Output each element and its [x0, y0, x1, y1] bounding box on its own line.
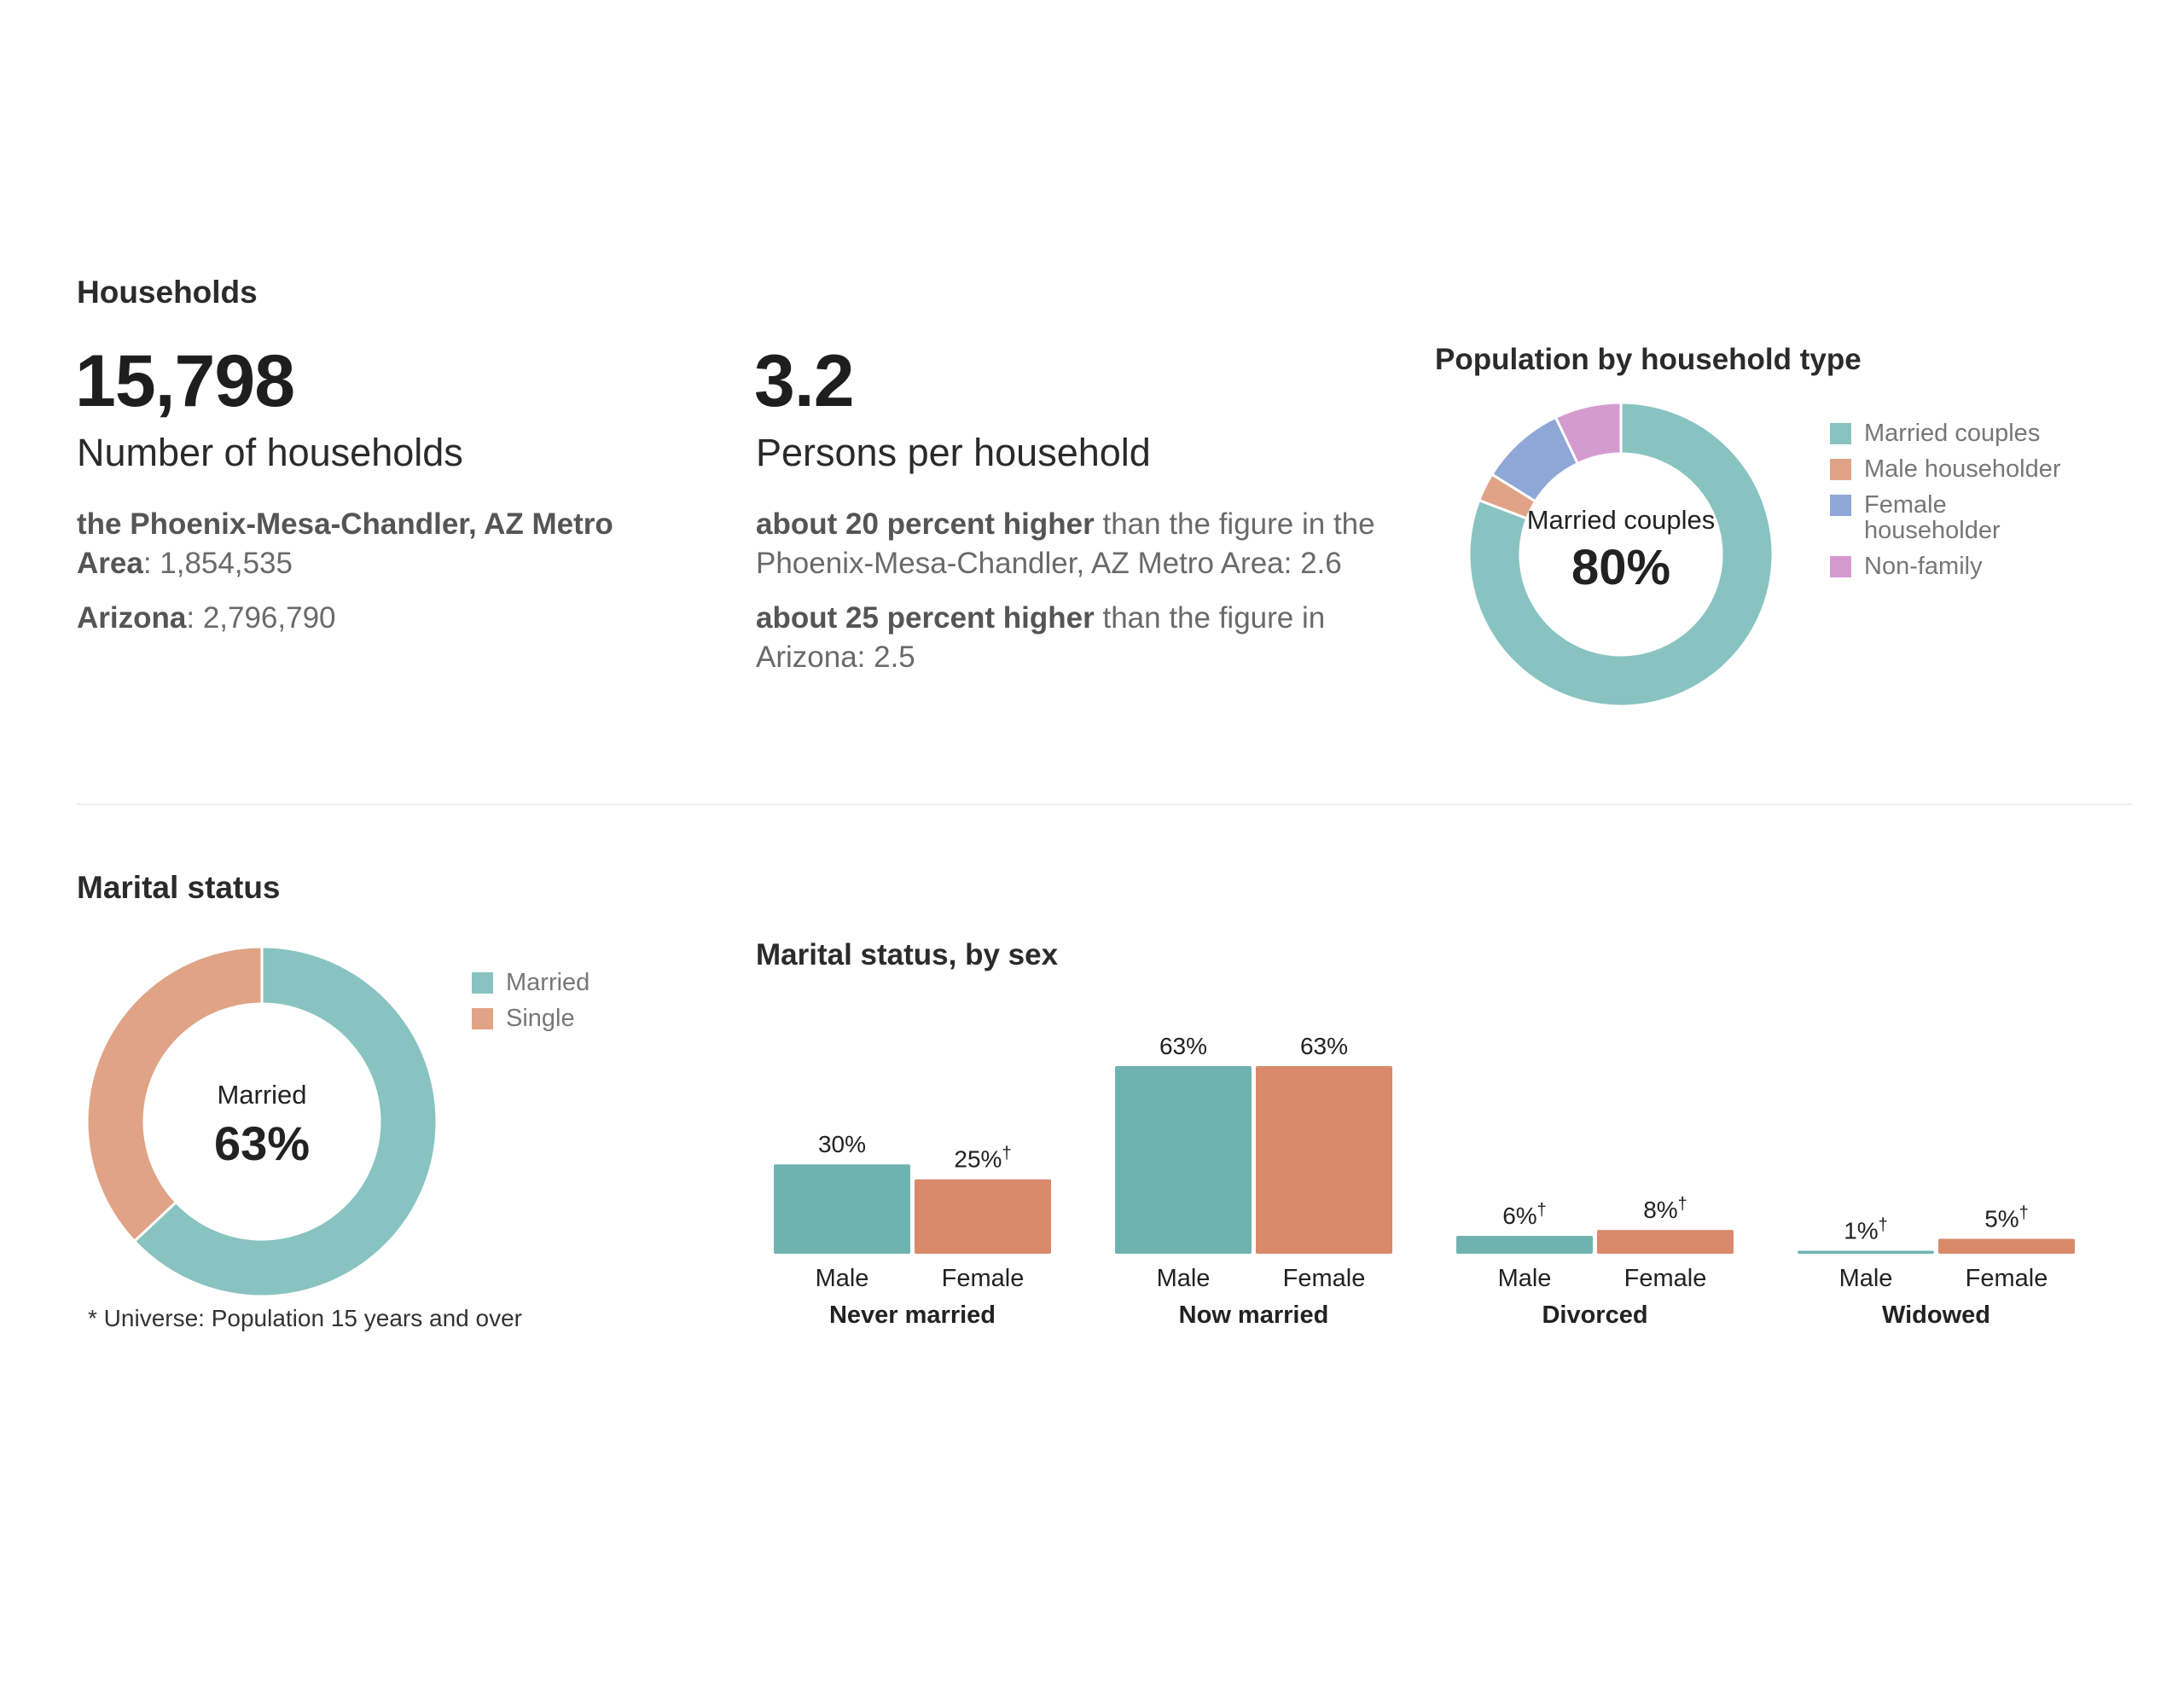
households-count: 15,798: [75, 340, 295, 422]
bar-value-label: 63%: [1159, 1033, 1207, 1059]
legend-label: Male householder: [1864, 455, 2061, 483]
legend-item: Married: [472, 970, 642, 995]
persons-comparison-metro: about 20 percent higher than the figure …: [756, 505, 1404, 583]
bar-sex-label: Male: [1839, 1265, 1893, 1292]
legend-label: Female householder: [1864, 491, 2001, 544]
marital-title: Marital status: [77, 870, 281, 905]
bar-value-label: 30%: [818, 1131, 866, 1157]
comparison-value: 2,796,790: [202, 601, 336, 635]
donut-center-value: 63%: [214, 1116, 310, 1170]
bar-group-label: Never married: [829, 1301, 996, 1329]
section-divider: [77, 803, 2133, 805]
persons-comparison-state: about 25 percent higher than the figure …: [756, 599, 1404, 677]
legend-swatch: [472, 972, 493, 994]
legend-label: Non-family: [1864, 553, 1983, 580]
bar-value-label: 8%†: [1643, 1195, 1687, 1223]
bar-widowed-female: [1938, 1238, 2075, 1254]
legend-item: Male householder: [1830, 456, 2086, 482]
marital-legend: Married Single: [472, 970, 642, 1041]
marital-by-sex-bar-chart: 30% Male 25%† Female Never married 63% Male 63%…: [774, 1033, 2075, 1329]
bar-divorced-female: [1597, 1230, 1734, 1254]
legend-swatch: [1830, 556, 1851, 577]
bar-sex-label: Female: [1283, 1265, 1366, 1292]
bar-divorced-male: [1456, 1236, 1593, 1254]
bar-widowed-male: [1798, 1250, 1934, 1254]
bar-never-married-female: [915, 1179, 1051, 1254]
bar-value-label: 5%†: [1984, 1204, 2029, 1232]
comparison-label: the Phoenix-Mesa-Chandler, AZ Metro Area: [77, 507, 613, 580]
legend-label: Married: [506, 969, 590, 996]
bar-sex-label: Female: [1624, 1265, 1707, 1292]
legend-label: Single: [506, 1005, 575, 1032]
bar-group-label: Now married: [1179, 1301, 1329, 1329]
bar-now-married-female: [1256, 1066, 1392, 1254]
bar-sex-label: Female: [942, 1265, 1025, 1292]
bar-group-label: Widowed: [1882, 1301, 1990, 1329]
household-type-legend: Married couples Male householder Female …: [1830, 420, 2086, 589]
households-comparison-metro: the Phoenix-Mesa-Chandler, AZ Metro Area…: [77, 507, 613, 580]
bar-group-label: Divorced: [1542, 1301, 1647, 1329]
donut-slice-married: [132, 945, 439, 1298]
marital-by-sex-title: Marital status, by sex: [756, 938, 1059, 971]
bar-value-label: 25%†: [954, 1145, 1011, 1173]
comparison-bold: about 25 percent higher: [756, 601, 1095, 635]
bar-sex-label: Male: [816, 1265, 869, 1292]
universe-footnote: * Universe: Population 15 years and over: [88, 1305, 522, 1331]
household-type-donut: Married couples 80%: [1467, 401, 1774, 708]
legend-label: Married couples: [1864, 420, 2041, 447]
legend-item: Female householder: [1830, 492, 2035, 543]
comparison-text: than the figure in Arizona: 2.5: [756, 601, 1326, 674]
comparison-text: than the figure in the Phoenix-Mesa-Chan…: [756, 507, 1375, 580]
donut-slice-married-couples: [1467, 401, 1774, 708]
legend-swatch: [472, 1008, 493, 1029]
donut-slice-single: [85, 945, 264, 1244]
donut-center-label: Married couples: [1527, 505, 1716, 535]
comparison-label: Arizona: [77, 601, 187, 635]
bar-value-label: 6%†: [1502, 1201, 1547, 1229]
legend-item: Married couples: [1830, 420, 2086, 446]
households-comparison-state: Arizona: 2,796,790: [77, 601, 336, 635]
bar-sex-label: Female: [1966, 1265, 2048, 1292]
donut-slice-non-family: [1554, 401, 1623, 466]
legend-item: Single: [472, 1006, 642, 1031]
marital-donut: Married 63%: [85, 945, 439, 1298]
bar-sex-label: Male: [1157, 1265, 1211, 1292]
legend-swatch: [1830, 459, 1851, 480]
bar-never-married-male: [774, 1164, 910, 1254]
bar-now-married-male: [1115, 1066, 1252, 1254]
legend-swatch: [1830, 423, 1851, 444]
persons-per-household-label: Persons per household: [756, 431, 1151, 474]
bar-value-label: 63%: [1300, 1033, 1348, 1059]
donut-center-label: Married: [217, 1080, 306, 1110]
household-type-chart-title: Population by household type: [1435, 343, 1862, 376]
legend-item: Non-family: [1830, 554, 2086, 579]
donut-center-value: 80%: [1571, 540, 1670, 595]
legend-swatch: [1830, 495, 1851, 516]
bar-value-label: 1%†: [1844, 1216, 1888, 1244]
comparison-value: 1,854,535: [160, 547, 293, 580]
bar-sex-label: Male: [1498, 1265, 1552, 1292]
persons-per-household-value: 3.2: [754, 340, 855, 422]
households-title: Households: [77, 275, 258, 310]
households-count-label: Number of households: [77, 431, 463, 474]
comparison-bold: about 20 percent higher: [756, 507, 1095, 541]
